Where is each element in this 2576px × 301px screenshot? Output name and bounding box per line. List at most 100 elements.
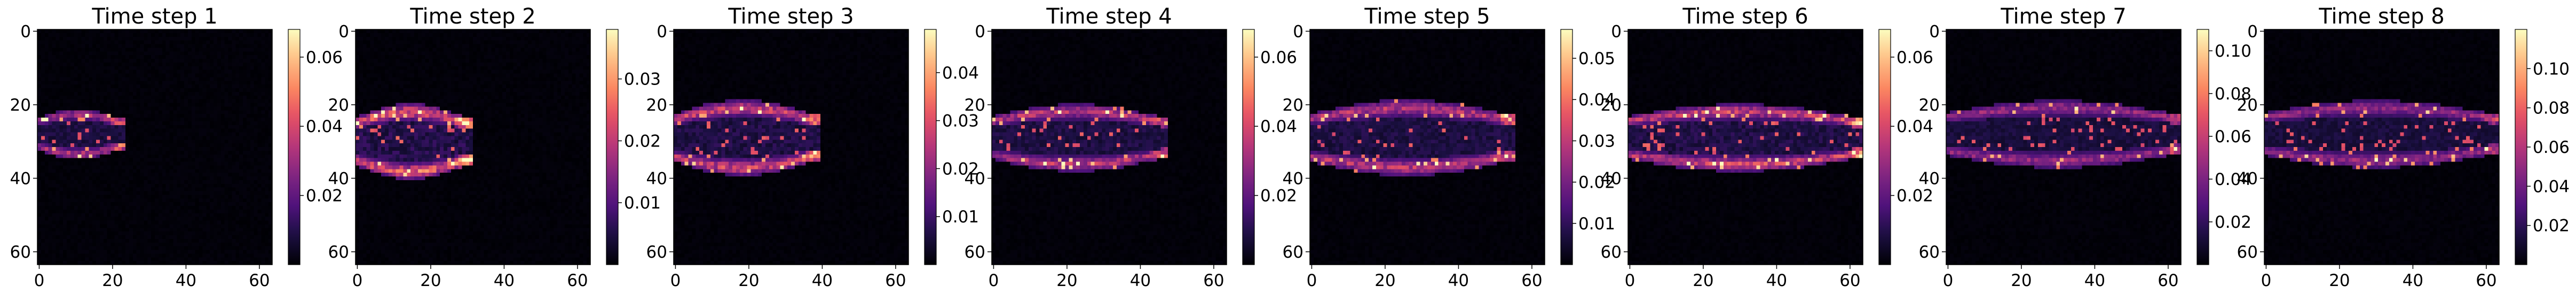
y-tick-label: 40 <box>2237 169 2258 188</box>
colorbar-4 <box>1242 29 1255 265</box>
x-tick-label: 40 <box>1130 271 1151 290</box>
colorbar-tick-label: 0.01 <box>1578 214 1615 234</box>
heatmap-5 <box>1310 29 1545 265</box>
y-tick-label: 0 <box>1611 22 1622 41</box>
colorbar-tick-label: 0.03 <box>624 70 661 89</box>
x-tick-label: 40 <box>2403 271 2423 290</box>
y-tick-label: 40 <box>646 169 667 188</box>
colorbar-tick-label: 0.01 <box>942 207 979 227</box>
y-tick-label: 0 <box>975 22 985 41</box>
y-tick-label: 40 <box>965 169 985 188</box>
y-tick-label: 40 <box>1283 169 1303 188</box>
colorbar-tick-label: 0.10 <box>2533 59 2570 79</box>
heatmap-2 <box>355 29 590 265</box>
heatmap-8 <box>2264 29 2499 265</box>
x-tick-label: 20 <box>420 271 441 290</box>
panel-title-8: Time step 8 <box>2318 4 2444 29</box>
colorbar-7 <box>2196 29 2209 265</box>
x-tick-label: 20 <box>1693 271 1713 290</box>
colorbar-2 <box>606 29 619 265</box>
heatmap-3 <box>674 29 908 265</box>
y-tick-label: 0 <box>338 22 349 41</box>
y-tick-label: 20 <box>2237 96 2258 115</box>
y-tick-label: 20 <box>1601 96 1622 115</box>
x-tick-label: 0 <box>2261 271 2272 290</box>
x-tick-label: 0 <box>352 271 363 290</box>
colorbar-tick-label: 0.04 <box>942 64 979 83</box>
colorbar-tick-label: 0.06 <box>306 48 343 67</box>
colorbar-tick-label: 0.10 <box>2215 42 2251 61</box>
y-tick-label: 0 <box>2247 22 2258 41</box>
colorbar-5 <box>1560 29 1573 265</box>
colorbar-tick-label: 0.05 <box>1578 49 1615 68</box>
panel-title-4: Time step 4 <box>1046 4 1172 29</box>
x-tick-label: 60 <box>1839 271 1860 290</box>
x-tick-label: 20 <box>2329 271 2350 290</box>
colorbar-tick-label: 0.08 <box>2533 99 2570 118</box>
colorbar-tick-label: 0.03 <box>942 112 979 131</box>
x-tick-label: 40 <box>176 271 196 290</box>
heatmap-1 <box>37 29 272 265</box>
y-tick-label: 0 <box>657 22 667 41</box>
colorbar-tick-label: 0.08 <box>2215 84 2251 104</box>
y-tick-label: 20 <box>646 96 667 115</box>
x-tick-label: 0 <box>34 271 45 290</box>
x-tick-label: 20 <box>102 271 123 290</box>
colorbar-tick-label: 0.02 <box>1578 173 1615 192</box>
x-tick-label: 20 <box>1374 271 1395 290</box>
y-tick-label: 60 <box>328 243 349 262</box>
colorbar-tick-label: 0.06 <box>1260 48 1297 67</box>
colorbar-8 <box>2515 29 2527 265</box>
x-tick-label: 0 <box>1625 271 1635 290</box>
y-tick-label: 40 <box>328 169 349 188</box>
y-tick-label: 20 <box>1283 96 1303 115</box>
colorbar-tick-label: 0.03 <box>1578 132 1615 151</box>
x-tick-label: 20 <box>1056 271 1077 290</box>
y-tick-label: 60 <box>1283 243 1303 262</box>
x-tick-label: 0 <box>1943 271 1954 290</box>
axes-frame-8 <box>2264 29 2500 265</box>
y-tick-label: 60 <box>965 243 985 262</box>
axes-frame-4 <box>991 29 1227 265</box>
y-tick-label: 60 <box>2237 243 2258 262</box>
axes-frame-3 <box>673 29 909 265</box>
x-tick-label: 20 <box>738 271 759 290</box>
axes-frame-1 <box>37 29 273 265</box>
x-tick-label: 60 <box>249 271 270 290</box>
y-tick-label: 60 <box>646 243 667 262</box>
y-tick-label: 40 <box>1919 169 1940 188</box>
y-tick-label: 40 <box>1601 169 1622 188</box>
x-tick-label: 20 <box>2011 271 2032 290</box>
panel-title-5: Time step 5 <box>1364 4 1490 29</box>
x-tick-label: 60 <box>2158 271 2178 290</box>
colorbar-tick-label: 0.04 <box>2215 170 2251 189</box>
y-tick-label: 40 <box>10 169 31 188</box>
x-tick-label: 40 <box>1448 271 1469 290</box>
heatmap-7 <box>1946 29 2181 265</box>
colorbar-tick-label: 0.06 <box>1897 48 1933 67</box>
x-tick-label: 0 <box>670 271 681 290</box>
colorbar-tick-label: 0.06 <box>2215 127 2251 146</box>
colorbar-tick-label: 0.06 <box>2533 138 2570 157</box>
panel-title-2: Time step 2 <box>409 4 535 29</box>
y-tick-label: 0 <box>20 22 31 41</box>
colorbar-tick-label: 0.04 <box>1897 117 1933 136</box>
panel-title-7: Time step 7 <box>2000 4 2126 29</box>
x-tick-label: 60 <box>567 271 588 290</box>
colorbar-tick-label: 0.02 <box>942 159 979 179</box>
x-tick-label: 60 <box>2476 271 2496 290</box>
y-tick-label: 60 <box>10 243 31 262</box>
y-tick-label: 0 <box>1929 22 1940 41</box>
x-tick-label: 60 <box>1203 271 1224 290</box>
colorbar-tick-label: 0.04 <box>2533 177 2570 196</box>
colorbar-tick-label: 0.04 <box>1578 90 1615 110</box>
x-tick-label: 60 <box>1521 271 1542 290</box>
y-tick-label: 20 <box>328 96 349 115</box>
x-tick-label: 0 <box>989 271 999 290</box>
y-tick-label: 60 <box>1919 243 1940 262</box>
colorbar-tick-label: 0.04 <box>1260 117 1297 136</box>
y-tick-label: 20 <box>10 96 31 115</box>
colorbar-tick-label: 0.01 <box>624 194 661 213</box>
colorbar-tick-label: 0.02 <box>2533 217 2570 236</box>
